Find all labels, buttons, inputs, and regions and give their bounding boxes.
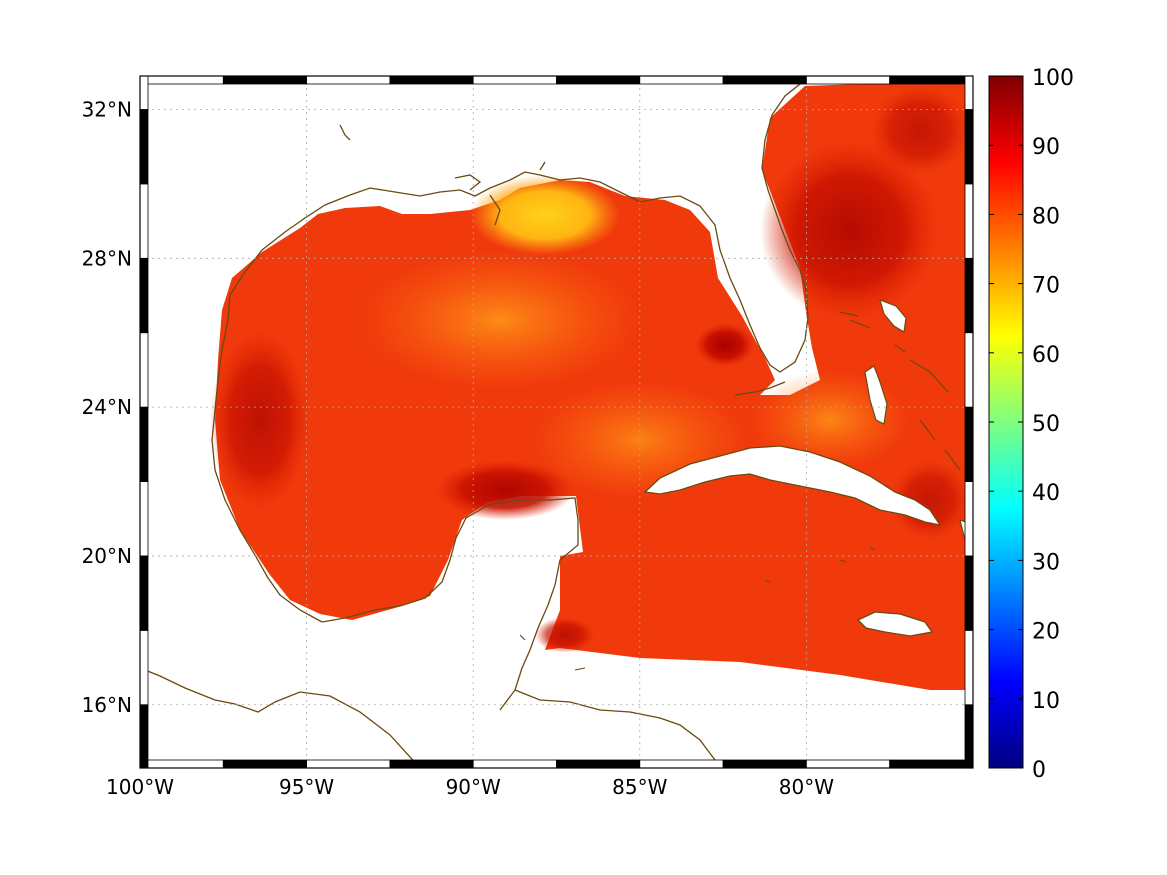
frame-segment-left: [139, 332, 149, 408]
frame-segment-bottom: [472, 759, 557, 769]
frame-segment-left: [139, 183, 149, 259]
frame-segment-top: [222, 75, 308, 85]
colorbar-label: 10: [1032, 689, 1060, 714]
frame-segment-top: [556, 75, 641, 85]
frame-segment-right: [964, 555, 974, 631]
frame-segment-right: [964, 332, 974, 408]
cuba-island: [643, 445, 942, 526]
bahamas-abaco: [879, 299, 907, 333]
dark-patch: [760, 140, 940, 320]
yucatan-coastline: [321, 497, 579, 711]
frame-segment-top: [639, 75, 724, 85]
colorbar-label: 80: [1032, 204, 1060, 229]
colorbar-label: 20: [1032, 620, 1060, 645]
dark-patch: [870, 85, 970, 175]
frame-segment-left: [139, 629, 149, 706]
frame-segment-left: [139, 704, 149, 769]
orange-patch: [360, 250, 640, 390]
frame-segment-top: [389, 75, 474, 85]
frame-segment-bottom: [556, 759, 641, 769]
latitude-label: 16°N: [82, 693, 132, 717]
frame-segment-top: [889, 75, 974, 85]
longitude-label: 100°W: [106, 775, 174, 799]
longitude-label: 90°W: [446, 775, 501, 799]
latitude-label: 32°N: [82, 97, 132, 121]
colorbar-label: 0: [1032, 758, 1046, 783]
dark-patch: [210, 330, 310, 510]
bahamas-andros: [864, 365, 888, 425]
colorbar-label: 40: [1032, 481, 1060, 506]
longitude-label: 80°W: [779, 775, 834, 799]
colorbar-ticks: 0 10 20 30 40 50 60 70 80 90 100: [989, 66, 1074, 783]
frame-segment-top: [472, 75, 557, 85]
gulf-coastline: [211, 76, 821, 623]
coastlines: [140, 76, 821, 768]
frame-segment-right: [964, 257, 974, 334]
latitude-label: 24°N: [82, 395, 132, 419]
frame-segment-left: [139, 109, 149, 185]
frame-segment-bottom: [389, 759, 474, 769]
colorbar-label: 70: [1032, 274, 1060, 299]
longitude-label: 95°W: [279, 775, 334, 799]
latitude-label: 20°N: [82, 544, 132, 568]
frame-segment-top: [722, 75, 807, 85]
louisiana-detail: [339, 124, 546, 226]
dark-patch: [435, 460, 575, 520]
colorbar-label: 60: [1032, 343, 1060, 368]
dark-patch: [695, 323, 755, 367]
frame-segment-right: [964, 629, 974, 706]
latitude-label: 28°N: [82, 246, 132, 270]
colorbar-label: 30: [1032, 550, 1060, 575]
dark-patch: [535, 617, 595, 653]
frame-segment-bottom: [306, 759, 391, 769]
frame-segment-right: [964, 183, 974, 259]
bahamas-chain: [839, 311, 961, 471]
frame-segment-bottom: [222, 759, 308, 769]
longitude-labels: 100°W 95°W 90°W 85°W 80°W: [106, 775, 834, 799]
dark-patch: [890, 460, 970, 540]
florida-keys: [734, 381, 786, 396]
frame-segment-left: [139, 406, 149, 482]
central-america-coastline: [514, 689, 716, 761]
frame-segment-top: [806, 75, 891, 85]
colorbar-label: 50: [1032, 412, 1060, 437]
frame-segment-bottom: [722, 759, 807, 769]
frame-segment-right: [964, 406, 974, 482]
frame-segment-bottom: [806, 759, 891, 769]
latitude-labels: 16°N 20°N 24°N 28°N 32°N: [82, 97, 132, 716]
frame-segment-bottom: [139, 759, 224, 769]
frame-segment-left: [139, 555, 149, 631]
frame-segment-right: [964, 109, 974, 185]
frame-segment-top: [139, 75, 224, 85]
yellow-patch: [470, 175, 620, 255]
us-mexico-coastline: [140, 667, 421, 768]
frame-segment-left: [139, 481, 149, 557]
frame-segment-top: [306, 75, 391, 85]
frame-segment-right: [964, 704, 974, 769]
small-islands: [519, 547, 876, 671]
colorbar: [988, 75, 1024, 769]
jamaica-island: [856, 611, 934, 637]
data-field: [210, 84, 973, 690]
frame-segment-bottom: [889, 759, 974, 769]
frame-segment-left: [139, 257, 149, 334]
colorbar-label: 90: [1032, 135, 1060, 160]
frame-segment-bottom: [639, 759, 724, 769]
frame-segment-left: [139, 75, 149, 110]
frame-outline: [139, 75, 974, 769]
longitude-label: 85°W: [612, 775, 667, 799]
frame-segment-right: [964, 481, 974, 557]
map-frame: [139, 75, 974, 769]
colorbar-label: 100: [1032, 66, 1074, 91]
frame-segment-right: [964, 75, 974, 110]
